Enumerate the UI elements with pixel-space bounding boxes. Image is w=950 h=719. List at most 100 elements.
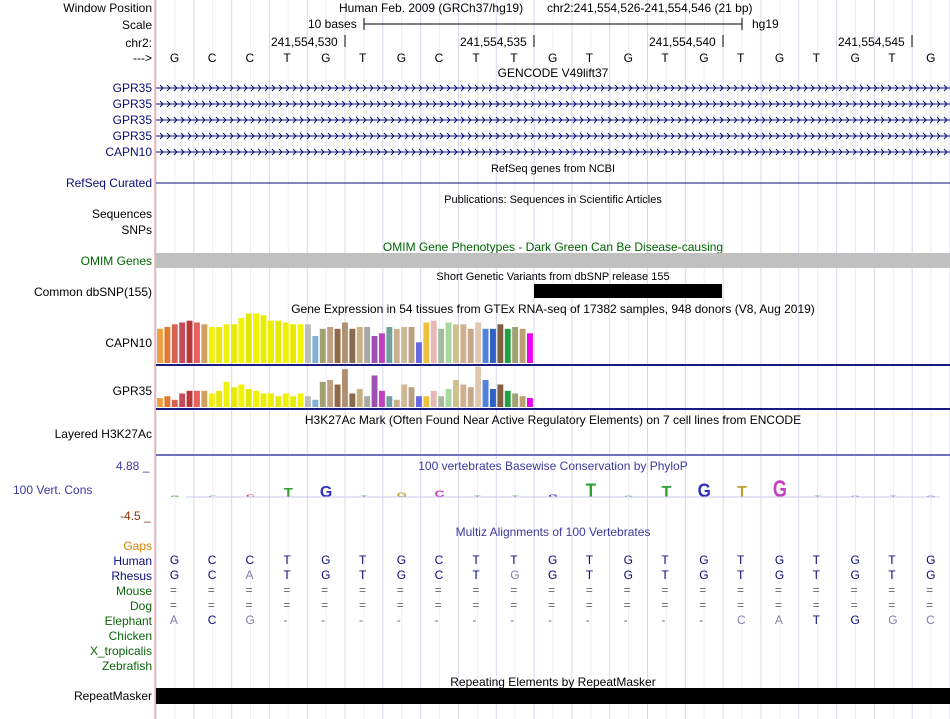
base-letter: T bbox=[283, 51, 291, 65]
coord-tick-1: 241,554,530 bbox=[271, 35, 338, 49]
strand-arrow-mark bbox=[530, 132, 535, 140]
strand-arrow-mark bbox=[257, 148, 262, 156]
strand-arrow-mark bbox=[649, 116, 654, 124]
publications-sequences-label[interactable]: Sequences bbox=[91, 207, 152, 221]
strand-arrow-mark bbox=[509, 84, 514, 92]
gtex-tissue-bar bbox=[356, 389, 363, 407]
species-label-elephant[interactable]: Elephant bbox=[104, 614, 152, 628]
species-label-x-tropicalis[interactable]: X_tropicalis bbox=[89, 644, 152, 658]
alignment-base: = bbox=[737, 583, 745, 597]
gencode-gene-label-2[interactable]: GPR35 bbox=[112, 97, 152, 111]
strand-arrow-mark bbox=[656, 116, 661, 124]
strand-arrow-mark bbox=[551, 100, 556, 108]
gtex-tissue-bar bbox=[408, 327, 415, 363]
assembly-text[interactable]: Human Feb. 2009 (GRCh37/hg19) bbox=[339, 1, 524, 15]
strand-arrow-mark bbox=[936, 148, 941, 156]
strand-arrow-mark bbox=[796, 100, 801, 108]
strand-arrow-mark bbox=[383, 132, 388, 140]
strand-arrow-mark bbox=[740, 132, 745, 140]
strand-arrow-mark bbox=[341, 84, 346, 92]
strand-arrow-mark bbox=[523, 100, 528, 108]
gencode-gene-label-3[interactable]: GPR35 bbox=[112, 113, 152, 127]
species-label-rhesus[interactable]: Rhesus bbox=[111, 569, 152, 583]
alignment-base: T bbox=[510, 553, 518, 567]
h3k27ac-title: H3K27Ac Mark (Often Found Near Active Re… bbox=[304, 413, 802, 427]
alignment-base: = bbox=[661, 598, 669, 612]
species-label-chicken[interactable]: Chicken bbox=[108, 629, 152, 643]
strand-arrow-mark bbox=[901, 84, 906, 92]
gencode-gene-label-1[interactable]: GPR35 bbox=[112, 81, 152, 95]
strand-arrow-mark bbox=[733, 84, 738, 92]
gtex-tissue-bar bbox=[430, 390, 437, 407]
strand-arrow-mark bbox=[369, 84, 374, 92]
strand-arrow-mark bbox=[817, 116, 822, 124]
strand-arrow-mark bbox=[698, 100, 703, 108]
strand-arrow-mark bbox=[467, 100, 472, 108]
gencode-gene-label-4[interactable]: GPR35 bbox=[112, 129, 152, 143]
strand-arrow-mark bbox=[796, 132, 801, 140]
strand-arrow-mark bbox=[768, 100, 773, 108]
strand-arrow-mark bbox=[824, 84, 829, 92]
strand-arrow-mark bbox=[593, 116, 598, 124]
phylop-base-mark: T bbox=[662, 484, 672, 501]
strand-arrow-mark bbox=[572, 116, 577, 124]
strand-arrow-mark bbox=[908, 132, 913, 140]
alignment-base: = bbox=[548, 583, 556, 597]
strand-arrow-mark bbox=[250, 148, 255, 156]
publications-snps-label[interactable]: SNPs bbox=[121, 223, 152, 237]
strand-arrow-mark bbox=[593, 148, 598, 156]
strand-arrow-mark bbox=[929, 132, 934, 140]
strand-arrow-mark bbox=[894, 100, 899, 108]
alignment-base: T bbox=[661, 553, 669, 567]
phylop-base-mark: T bbox=[737, 484, 747, 501]
species-label-mouse[interactable]: Mouse bbox=[115, 584, 152, 598]
strand-arrow-mark bbox=[215, 100, 220, 108]
strand-arrow-mark bbox=[439, 116, 444, 124]
gencode-gene-label-5[interactable]: CAPN10 bbox=[105, 145, 152, 159]
strand-arrow-mark bbox=[257, 116, 262, 124]
strand-arrow-mark bbox=[474, 100, 479, 108]
gtex-gene-label-capn10[interactable]: CAPN10 bbox=[105, 336, 152, 350]
repeatmasker-label[interactable]: RepeatMasker bbox=[73, 689, 152, 703]
strand-arrow-mark bbox=[425, 148, 430, 156]
gtex-tissue-bar bbox=[386, 327, 393, 363]
strand-arrow-mark bbox=[768, 116, 773, 124]
alignment-base: G bbox=[850, 553, 860, 567]
alignment-base: T bbox=[283, 568, 291, 582]
strand-arrow-mark bbox=[481, 132, 486, 140]
strand-arrow-mark bbox=[824, 116, 829, 124]
alignment-base: = bbox=[888, 583, 896, 597]
phylop-label[interactable]: 100 Vert. Cons bbox=[13, 483, 93, 497]
strand-arrow-mark bbox=[943, 84, 948, 92]
alignment-base: = bbox=[699, 583, 707, 597]
strand-arrow-mark bbox=[418, 116, 423, 124]
strand-arrow-mark bbox=[579, 132, 584, 140]
alignment-base: C bbox=[207, 613, 217, 627]
h3k27ac-label[interactable]: Layered H3K27Ac bbox=[54, 427, 152, 441]
gtex-gene-label-gpr35[interactable]: GPR35 bbox=[112, 384, 152, 398]
gtex-tissue-bar bbox=[171, 399, 178, 407]
alignment-base: = bbox=[207, 598, 215, 612]
strand-arrow-mark bbox=[446, 148, 451, 156]
strand-arrow-mark bbox=[936, 84, 941, 92]
refseq-label[interactable]: RefSeq Curated bbox=[65, 176, 152, 190]
strand-arrow-mark bbox=[565, 116, 570, 124]
alignment-base: C bbox=[207, 553, 217, 567]
dbsnp-label[interactable]: Common dbSNP(155) bbox=[33, 285, 152, 299]
species-label-human[interactable]: Human bbox=[113, 554, 152, 568]
strand-arrow-mark bbox=[299, 84, 304, 92]
gtex-tissue-bar bbox=[319, 328, 326, 363]
species-label-zebrafish[interactable]: Zebrafish bbox=[101, 659, 152, 673]
strand-arrow-mark bbox=[348, 116, 353, 124]
strand-arrow-mark bbox=[915, 132, 920, 140]
strand-arrow-mark bbox=[684, 132, 689, 140]
phylop-max-label: 4.88 _ bbox=[116, 459, 150, 473]
strand-arrow-mark bbox=[474, 148, 479, 156]
gtex-tissue-bar bbox=[327, 327, 334, 363]
omim-label[interactable]: OMIM Genes bbox=[80, 254, 152, 268]
species-label-dog[interactable]: Dog bbox=[129, 599, 152, 613]
strand-arrow-mark bbox=[880, 100, 885, 108]
strand-arrow-mark bbox=[607, 100, 612, 108]
position-text[interactable]: chr2:241,554,526-241,554,546 (21 bp) bbox=[547, 1, 753, 15]
